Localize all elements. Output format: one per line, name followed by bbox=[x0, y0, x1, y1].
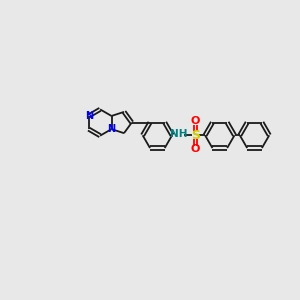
Text: O: O bbox=[191, 116, 200, 126]
Text: N: N bbox=[85, 111, 93, 121]
Text: NH: NH bbox=[170, 129, 188, 139]
Text: S: S bbox=[191, 129, 200, 142]
Text: N: N bbox=[107, 124, 116, 134]
Text: O: O bbox=[191, 144, 200, 154]
